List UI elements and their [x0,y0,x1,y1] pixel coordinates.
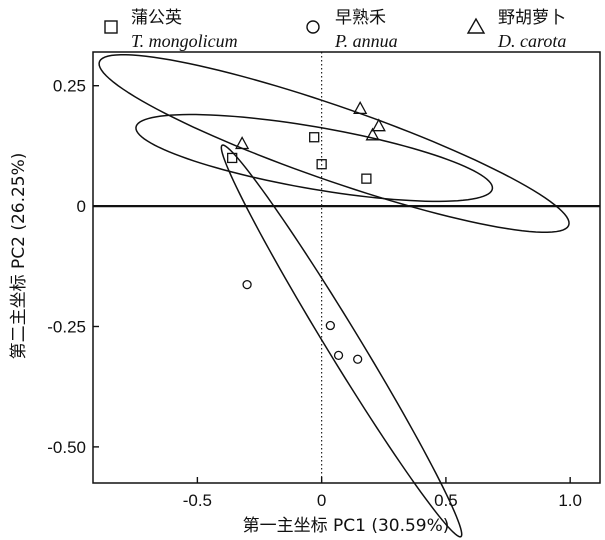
y-tick-label: -0.25 [47,317,86,336]
legend: 蒲公英 T. mongolicum 早熟禾 P. annua 野胡萝卜 D. c… [104,7,566,51]
point-square [316,159,327,170]
confidence-ellipse-square [135,113,494,203]
point-triangle [353,100,368,114]
confidence-ellipse-triangle [98,53,570,234]
point-triangle [365,127,380,141]
legend-label-cn-1: 蒲公英 [131,8,182,28]
legend-marker-circle [306,20,320,34]
plot-frame [92,51,601,484]
y-tick-label: 0.25 [53,77,86,96]
confidence-ellipse-circle [220,144,463,538]
legend-marker-square [104,20,118,34]
point-circle [325,320,335,331]
legend-label-cn-2: 早熟禾 [335,7,386,28]
legend-marker-triangle [466,17,486,34]
legend-label-cn-3: 野胡萝卜 [498,8,566,28]
x-axis-title: 第一主坐标 PC1 (30.59%) [243,516,450,536]
y-tick-label: 0 [77,197,86,216]
point-square [309,132,320,143]
y-tick-label: -0.50 [47,438,86,457]
point-triangle [235,136,250,150]
x-tick-label: 1.0 [558,491,582,510]
point-circle [353,354,363,364]
point-circle [242,279,252,290]
point-circle [333,350,344,361]
legend-label-latin-1: T. mongolicum [131,31,238,51]
plot-area: -0.5 0 0.5 1.00.250-0.25-0.50 [47,52,600,538]
point-square [361,173,372,184]
x-tick-label: 0 [317,491,326,510]
legend-label-latin-3: D. carota [497,31,566,51]
legend-label-latin-2: P. annua [334,31,398,51]
x-tick-label: -0.5 [183,491,212,510]
y-axis-title: 第二主坐标 PC2 (26.25%) [9,153,29,360]
point-square [227,152,238,164]
point-triangle [371,118,386,132]
